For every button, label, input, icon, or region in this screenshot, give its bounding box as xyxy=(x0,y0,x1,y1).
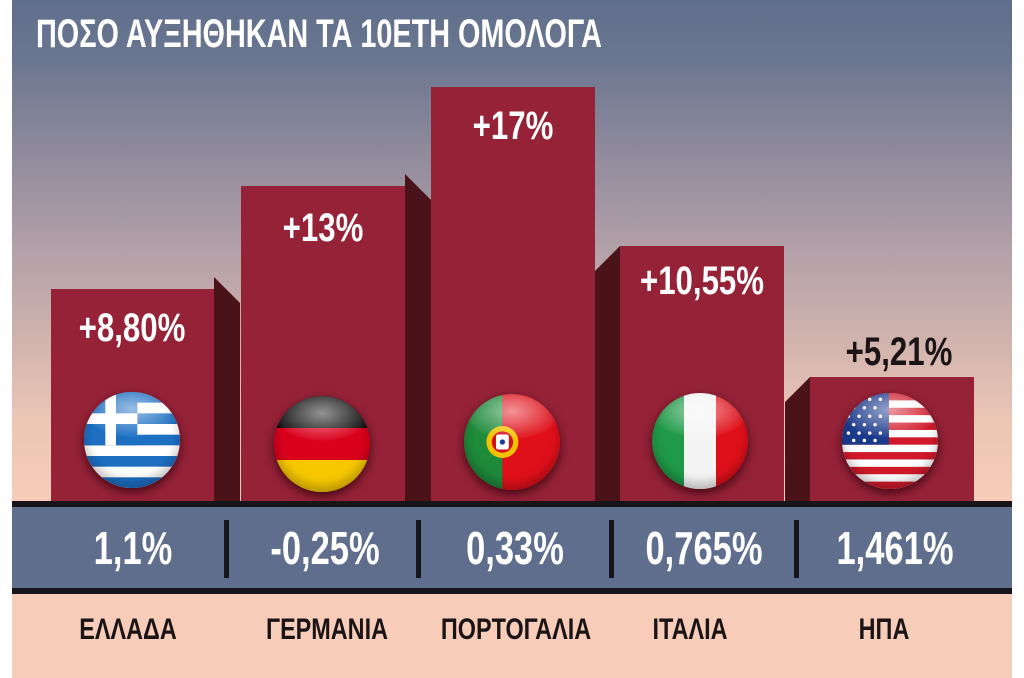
infographic: ΠΟΣΟ ΑΥΞΗΘΗΚΑΝ ΤΑ 10ΕΤΗ ΟΜΟΛΟΓΑ +8,80% +… xyxy=(12,0,1012,678)
yield-separator xyxy=(609,520,614,578)
country-label-germany: ΓΕΡΜΑΝΙΑ xyxy=(266,613,388,646)
increase-label-germany: +13% xyxy=(282,206,364,250)
yield-value-germany: -0,25% xyxy=(270,522,380,574)
bar-shadow-germany xyxy=(405,174,431,502)
yield-value-usa: 1,461% xyxy=(836,522,954,574)
country-label-portugal: ΠΟΡΤΟΓΑΛΙΑ xyxy=(440,613,592,646)
yield-value-portugal: 0,33% xyxy=(466,522,564,574)
country-label-italy: ΙΤΑΛΙΑ xyxy=(652,613,728,646)
bar-shadow-italy xyxy=(595,246,620,502)
greece-flag-icon xyxy=(84,392,180,488)
yield-separator xyxy=(794,520,799,578)
germany-flag-icon xyxy=(274,396,370,492)
increase-label-usa: +5,21% xyxy=(845,330,953,374)
bar-shadow-usa xyxy=(785,377,810,502)
country-label-usa: ΗΠΑ xyxy=(858,613,910,646)
bar-shadow-greece xyxy=(214,277,240,502)
increase-label-greece: +8,80% xyxy=(78,306,186,350)
increase-label-italy: +10,55% xyxy=(639,259,765,303)
band-bottom-line xyxy=(12,588,1012,594)
italy-flag-icon xyxy=(652,393,748,489)
band-top-line xyxy=(12,501,1012,507)
yield-separator xyxy=(224,520,229,578)
portugal-flag-icon xyxy=(464,394,560,490)
increase-label-portugal: +17% xyxy=(472,104,554,148)
yield-band xyxy=(12,507,1012,588)
yield-value-greece: 1,1% xyxy=(93,522,173,574)
yield-value-italy: 0,765% xyxy=(645,522,763,574)
usa-flag-icon xyxy=(842,393,938,489)
yield-separator xyxy=(416,520,421,578)
country-label-greece: ΕΛΛΑΔΑ xyxy=(79,613,177,646)
chart-title: ΠΟΣΟ ΑΥΞΗΘΗΚΑΝ ΤΑ 10ΕΤΗ ΟΜΟΛΟΓΑ xyxy=(36,12,602,56)
